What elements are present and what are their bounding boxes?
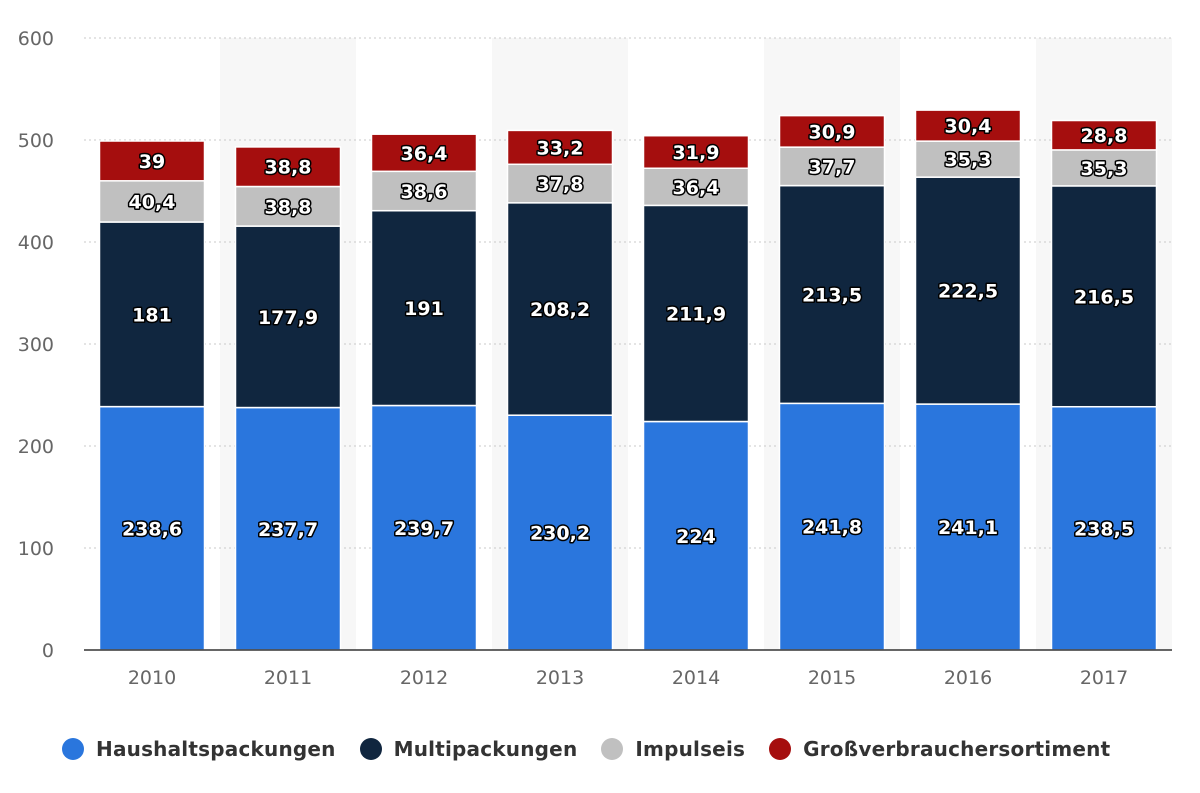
bar-segment[interactable] xyxy=(98,405,206,651)
data-label: 36,4 xyxy=(673,177,720,199)
data-label: 30,9 xyxy=(809,121,856,143)
legend-item-grossverbrauchersortiment[interactable]: Großverbrauchersortiment xyxy=(769,737,1110,761)
bar-segment[interactable] xyxy=(98,140,206,182)
data-label: 238,5 xyxy=(1074,518,1134,540)
bar-segment[interactable] xyxy=(506,202,614,416)
x-tick-label: 2017 xyxy=(1080,667,1128,689)
y-tick-label: 100 xyxy=(18,538,54,560)
bar-segment[interactable] xyxy=(234,406,342,651)
x-tick-label: 2011 xyxy=(264,667,312,689)
x-axis-tick-labels: 2010 2011 2012 2013 2014 2015 2016 2017 xyxy=(128,667,1128,689)
stacked-bar-chart: 0 100 200 300 400 500 600 2010 2011 2012 2013 2014… xyxy=(18,28,1172,689)
bar-segment[interactable] xyxy=(506,129,614,166)
legend: Haushaltspackungen Multipackungen Impuls… xyxy=(62,734,1110,764)
data-label: 37,7 xyxy=(809,156,856,178)
bar-segment[interactable] xyxy=(642,204,750,423)
bar-segment[interactable] xyxy=(914,109,1022,142)
legend-label: Multipackungen xyxy=(393,737,578,761)
data-label: 208,2 xyxy=(530,299,590,321)
bar-segment[interactable] xyxy=(370,209,478,407)
data-label: 216,5 xyxy=(1074,286,1134,308)
legend-item-haushaltspackungen[interactable]: Haushaltspackungen xyxy=(62,737,336,761)
x-tick-label: 2010 xyxy=(128,667,176,689)
bar-segment[interactable] xyxy=(778,184,886,405)
legend-marker-icon xyxy=(601,738,624,760)
y-tick-label: 500 xyxy=(18,130,54,152)
data-label: 211,9 xyxy=(666,303,726,325)
bar-segment[interactable] xyxy=(1050,149,1158,187)
x-tick-label: 2012 xyxy=(400,667,448,689)
bar-segment[interactable] xyxy=(506,414,614,651)
bar-segment[interactable] xyxy=(506,163,614,204)
data-label: 191 xyxy=(404,298,444,320)
data-label: 35,3 xyxy=(945,149,992,171)
bar-segment[interactable] xyxy=(1050,119,1158,151)
bar-segment[interactable] xyxy=(778,114,886,148)
data-label: 181 xyxy=(132,304,172,326)
bar-segment[interactable] xyxy=(98,221,206,408)
bar-segment[interactable] xyxy=(98,180,206,223)
data-label: 237,7 xyxy=(258,519,318,541)
bar-segment[interactable] xyxy=(234,225,342,409)
bar-segment[interactable] xyxy=(914,403,1022,651)
bar-segment[interactable] xyxy=(642,167,750,207)
y-tick-label: 200 xyxy=(18,436,54,458)
data-label: 241,8 xyxy=(802,517,862,539)
y-tick-label: 300 xyxy=(18,334,54,356)
x-tick-label: 2013 xyxy=(536,667,584,689)
legend-marker-icon xyxy=(769,738,792,760)
y-tick-label: 600 xyxy=(18,28,54,50)
bar-segment[interactable] xyxy=(914,176,1022,405)
data-label: 36,4 xyxy=(401,143,448,165)
bar-segment[interactable] xyxy=(234,146,342,188)
data-label: 40,4 xyxy=(129,191,176,213)
data-label: 35,3 xyxy=(1081,158,1128,180)
legend-label: Großverbrauchersortiment xyxy=(803,737,1111,761)
x-tick-label: 2015 xyxy=(808,667,856,689)
x-tick-label: 2016 xyxy=(944,667,992,689)
data-label: 39 xyxy=(139,151,165,173)
data-label: 177,9 xyxy=(258,307,318,329)
bar-segment[interactable] xyxy=(1050,405,1158,651)
data-label: 222,5 xyxy=(938,281,998,303)
data-label: 224 xyxy=(676,526,716,548)
legend-item-multipackungen[interactable]: Multipackungen xyxy=(359,737,578,761)
data-label: 30,4 xyxy=(945,116,992,138)
data-label: 38,8 xyxy=(265,157,312,179)
data-label: 238,6 xyxy=(122,518,182,540)
data-label: 31,9 xyxy=(673,142,720,164)
bar-segment[interactable] xyxy=(778,146,886,187)
bars xyxy=(98,109,1158,651)
data-label: 33,2 xyxy=(537,137,584,159)
legend-item-impulseis[interactable]: Impulseis xyxy=(601,737,745,761)
y-tick-label: 0 xyxy=(42,640,54,662)
data-label: 213,5 xyxy=(802,284,862,306)
legend-label: Haushaltspackungen xyxy=(96,737,336,761)
bar-segment[interactable] xyxy=(642,134,750,170)
bar-segment[interactable] xyxy=(642,420,750,651)
legend-label: Impulseis xyxy=(635,737,746,761)
x-tick-label: 2014 xyxy=(672,667,720,689)
bar-segment[interactable] xyxy=(370,133,478,173)
bar-segment[interactable] xyxy=(778,402,886,651)
y-tick-label: 400 xyxy=(18,232,54,254)
legend-marker-icon xyxy=(359,738,382,760)
bar-segment[interactable] xyxy=(370,404,478,651)
legend-marker-icon xyxy=(62,738,84,760)
data-label: 28,8 xyxy=(1081,125,1128,147)
data-label: 38,8 xyxy=(265,196,312,218)
data-label: 241,1 xyxy=(938,517,998,539)
data-label: 230,2 xyxy=(530,523,590,545)
bar-segment[interactable] xyxy=(1050,185,1158,408)
data-label: 239,7 xyxy=(394,518,454,540)
data-label: 38,6 xyxy=(401,181,448,203)
data-labels: 238,6 181 40,4 39 237,7 177,9 38,8 38,8 239,7 191… xyxy=(120,114,1135,549)
y-axis-tick-labels: 0 100 200 300 400 500 600 xyxy=(18,28,54,662)
data-label: 37,8 xyxy=(537,174,584,196)
